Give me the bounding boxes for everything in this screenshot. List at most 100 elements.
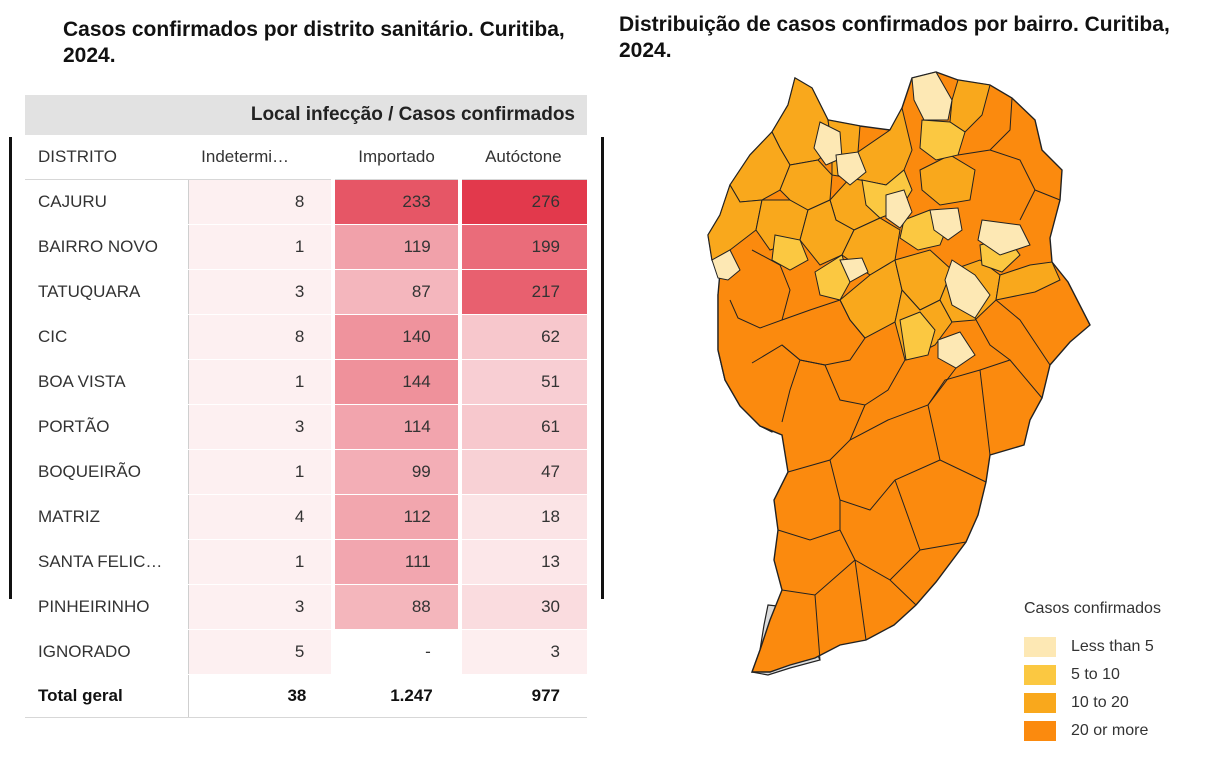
map-legend: Casos confirmados Less than 5 5 to 10 10… [1024, 599, 1204, 745]
map-region-lt5-5 [929, 207, 963, 241]
map-region-lt5-6 [977, 219, 1031, 256]
importado-cell: - [331, 629, 460, 675]
legend-label: 5 to 10 [1071, 666, 1120, 683]
table-super-header: Local infecção / Casos confirmados [25, 95, 587, 135]
indeterminado-cell: 3 [188, 269, 334, 315]
table-title: Casos confirmados por distrito sanitário… [63, 18, 565, 67]
table-row: CIC 8 140 62 [25, 314, 587, 360]
table-row: PORTÃO 3 114 61 [25, 404, 587, 450]
column-header-distrito[interactable]: DISTRITO [25, 135, 189, 180]
map-title: Distribuição de casos confirmados por ba… [619, 13, 1170, 62]
autoctone-cell: 199 [457, 224, 587, 270]
total-importado: 1.247 [333, 674, 460, 718]
importado-cell: 140 [331, 314, 460, 360]
importado-cell: 88 [331, 584, 460, 630]
importado-cell: 111 [331, 539, 460, 585]
map-internal-borders [729, 97, 1061, 661]
indeterminado-cell: 4 [188, 494, 334, 540]
district-name-cell: BOA VISTA [25, 359, 189, 405]
autoctone-cell: 51 [457, 359, 587, 405]
legend-item: 10 to 20 [1024, 689, 1204, 717]
column-header-indeterminado[interactable]: Indetermi… [188, 135, 334, 180]
map-region-lt5-1 [911, 71, 953, 121]
legend-label: Less than 5 [1071, 638, 1154, 655]
district-name-cell: SANTA FELIC… [25, 539, 189, 585]
table-row: BOQUEIRÃO 1 99 47 [25, 449, 587, 495]
table-body: CAJURU 8 233 276 BAIRRO NOVO 1 119 199 TATUQUARA… [25, 179, 587, 675]
importado-cell: 119 [331, 224, 460, 270]
district-name-cell: MATRIZ [25, 494, 189, 540]
district-name-cell: PORTÃO [25, 404, 189, 450]
district-name-cell: BOQUEIRÃO [25, 449, 189, 495]
district-name-cell: IGNORADO [25, 629, 189, 675]
autoctone-cell: 276 [457, 179, 587, 225]
indeterminado-cell: 5 [188, 629, 334, 675]
district-name-cell: TATUQUARA [25, 269, 189, 315]
district-table: Local infecção / Casos confirmados DISTR… [25, 95, 587, 718]
total-label: Total geral [25, 674, 189, 718]
importado-cell: 99 [331, 449, 460, 495]
right-divider [601, 137, 604, 599]
map-region-5to10-4 [814, 254, 851, 301]
indeterminado-cell: 1 [188, 224, 334, 270]
autoctone-cell: 18 [457, 494, 587, 540]
indeterminado-cell: 1 [188, 449, 334, 495]
indeterminado-cell: 1 [188, 539, 334, 585]
autoctone-cell: 217 [457, 269, 587, 315]
super-header-label: Local infecção / Casos confirmados [188, 95, 587, 135]
table-total-row: Total geral 38 1.247 977 [25, 674, 587, 718]
legend-swatch [1024, 637, 1056, 657]
table-row: BAIRRO NOVO 1 119 199 [25, 224, 587, 270]
legend-item: 20 or more [1024, 717, 1204, 745]
indeterminado-cell: 3 [188, 404, 334, 450]
autoctone-cell: 30 [457, 584, 587, 630]
table-column-headers: DISTRITO Indetermi… Importado Autóctone [25, 135, 587, 180]
total-autoctone: 977 [459, 674, 587, 718]
map-region-5to10-5 [899, 311, 936, 361]
legend-label: 20 or more [1071, 722, 1149, 739]
legend-swatch [1024, 693, 1056, 713]
indeterminado-cell: 8 [188, 314, 334, 360]
map-region-5to10-7 [771, 234, 809, 271]
importado-cell: 114 [331, 404, 460, 450]
legend-swatch [1024, 665, 1056, 685]
autoctone-cell: 62 [457, 314, 587, 360]
indeterminado-cell: 1 [188, 359, 334, 405]
legend-title: Casos confirmados [1024, 600, 1161, 617]
legend-label: 10 to 20 [1071, 694, 1129, 711]
map-region-lt5-9 [937, 331, 976, 369]
district-name-cell: CIC [25, 314, 189, 360]
column-header-importado[interactable]: Importado [333, 135, 460, 180]
table-row: TATUQUARA 3 87 217 [25, 269, 587, 315]
autoctone-cell: 47 [457, 449, 587, 495]
district-name-cell: PINHEIRINHO [25, 584, 189, 630]
importado-cell: 233 [331, 179, 460, 225]
legend-swatch [1024, 721, 1056, 741]
left-divider [9, 137, 12, 599]
column-header-autoctone[interactable]: Autóctone [459, 135, 587, 180]
table-row: IGNORADO 5-3 [25, 629, 587, 675]
table-row: MATRIZ 4 112 18 [25, 494, 587, 540]
map-region-lt5-3 [835, 151, 867, 186]
district-name-cell: CAJURU [25, 179, 189, 225]
autoctone-cell: 3 [457, 629, 587, 675]
table-row: CAJURU 8 233 276 [25, 179, 587, 225]
table-super-header-cell [25, 95, 189, 135]
table-row: PINHEIRINHO 3 88 30 [25, 584, 587, 630]
map-region-lt5-2 [813, 121, 843, 166]
map-region-lt5-4 [885, 189, 913, 229]
importado-cell: 112 [331, 494, 460, 540]
district-name-cell: BAIRRO NOVO [25, 224, 189, 270]
total-indeterminado: 38 [188, 674, 334, 718]
autoctone-cell: 61 [457, 404, 587, 450]
importado-cell: 87 [331, 269, 460, 315]
curitiba-neighborhood-map [707, 71, 1091, 676]
legend-item: Less than 5 [1024, 633, 1204, 661]
table-row: SANTA FELIC… 1 111 13 [25, 539, 587, 585]
importado-cell: 144 [331, 359, 460, 405]
autoctone-cell: 13 [457, 539, 587, 585]
indeterminado-cell: 8 [188, 179, 334, 225]
map-region-lt5-10 [839, 257, 869, 283]
map-region-lt5-7 [711, 249, 741, 281]
table-row: BOA VISTA 1 144 51 [25, 359, 587, 405]
